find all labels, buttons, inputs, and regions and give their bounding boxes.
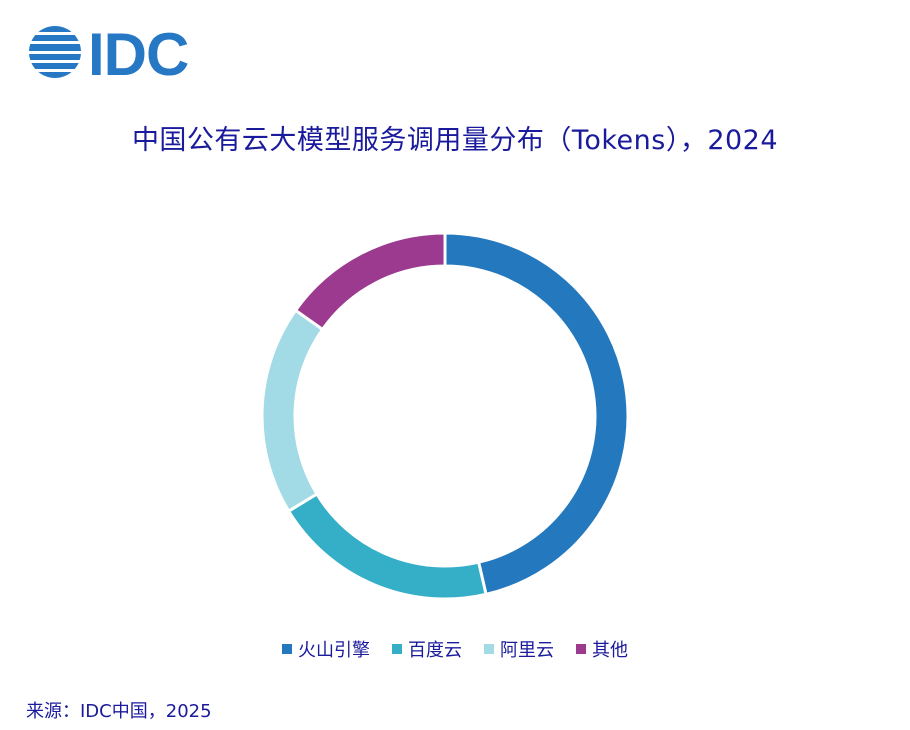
legend-label: 百度云 [408, 640, 462, 661]
legend-swatch [576, 644, 586, 654]
donut-slices [260, 231, 630, 601]
donut-slice-2 [286, 491, 488, 601]
legend-item: 阿里云 [484, 636, 554, 662]
legend-item: 百度云 [392, 636, 462, 662]
legend-swatch [392, 644, 402, 654]
idc-logo-text: IDC [88, 22, 188, 82]
legend-label: 阿里云 [500, 640, 554, 661]
idc-globe-icon [29, 26, 81, 78]
legend-item: 火山引擎 [282, 636, 370, 662]
source-note: 来源：IDC中国，2025 [26, 701, 212, 722]
legend-swatch [282, 644, 292, 654]
legend-item: 其他 [576, 636, 628, 662]
chart-legend: 火山引擎 百度云 阿里云 其他 [0, 636, 910, 662]
legend-swatch [484, 644, 494, 654]
donut-slice-3 [260, 308, 325, 514]
idc-logo: IDC [29, 22, 189, 82]
donut-chart [260, 231, 630, 601]
donut-slice-4 [293, 231, 447, 332]
legend-label: 其他 [592, 640, 628, 661]
legend-label: 火山引擎 [298, 640, 370, 661]
donut-slice-1 [443, 231, 630, 597]
chart-title: 中国公有云大模型服务调用量分布（Tokens），2024 [131, 125, 779, 156]
